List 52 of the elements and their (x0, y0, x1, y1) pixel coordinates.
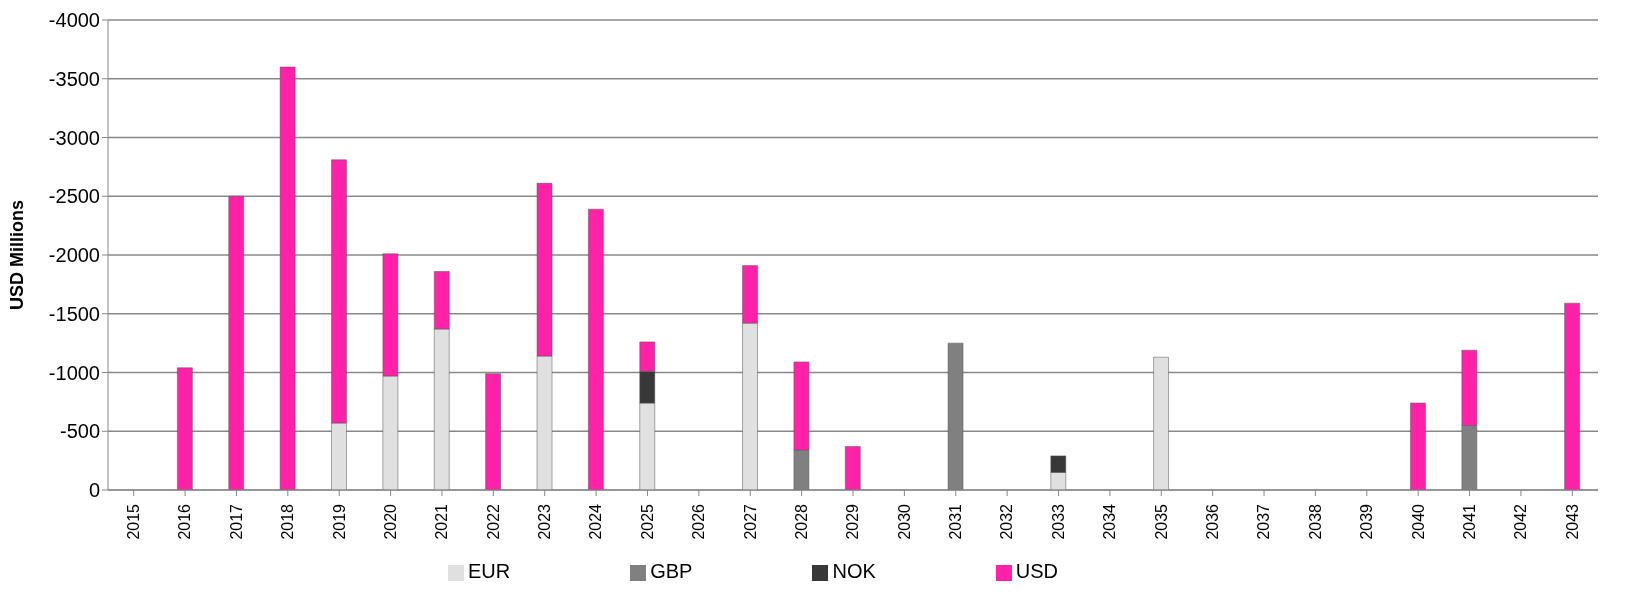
x-tick-label: 2037 (1255, 503, 1273, 540)
x-tick-label: 2035 (1152, 503, 1170, 540)
y-tick-label: -2500 (48, 185, 100, 208)
x-tick-label: 2040 (1409, 503, 1427, 540)
x-tick-label: 2034 (1101, 503, 1119, 540)
y-tick-label: -500 (59, 420, 100, 443)
x-tick-label: 2033 (1049, 503, 1067, 540)
x-tick-label: 2025 (638, 503, 656, 540)
x-tick-label: 2042 (1512, 503, 1530, 540)
x-tick-label: 2031 (947, 503, 965, 540)
y-axis-title: USD Millions (7, 199, 28, 311)
y-tick-label: -4000 (48, 9, 100, 32)
x-tick-label: 2023 (536, 503, 554, 540)
y-tick-label: 0 (88, 479, 100, 502)
x-tick-label: 2022 (484, 503, 502, 540)
bar (1564, 302, 1580, 490)
y-tick-label: -3000 (48, 126, 100, 149)
y-tick-label: -1500 (48, 302, 100, 325)
x-tick-label: 2041 (1460, 503, 1478, 540)
x-tick-label: 2028 (792, 503, 810, 540)
y-tick-label: -1000 (48, 361, 100, 384)
bar (845, 446, 861, 490)
bar (228, 196, 244, 490)
bar (485, 373, 501, 490)
bar (177, 367, 193, 490)
x-tick-label: 2020 (381, 503, 399, 540)
x-tick-label: 2039 (1358, 503, 1376, 540)
x-tick-label: 2029 (844, 503, 862, 540)
legend-label: EUR (467, 560, 511, 582)
bar (279, 66, 296, 490)
legend-label: GBP (650, 560, 693, 582)
x-tick-label: 2017 (227, 503, 245, 540)
y-tick-label: -3500 (48, 67, 100, 90)
bar (1153, 356, 1169, 490)
x-tick-label: 2038 (1306, 503, 1324, 540)
x-tick-label: 2015 (125, 503, 143, 540)
x-tick-label: 2021 (433, 503, 451, 540)
x-tick-label: 2032 (998, 503, 1016, 540)
legend-label: USD (1015, 560, 1059, 582)
x-tick-label: 2030 (895, 503, 913, 540)
legend-label: NOK (832, 560, 876, 582)
x-tick-label: 2027 (741, 503, 759, 540)
x-tick-label: 2019 (330, 503, 348, 540)
x-tick-label: 2026 (690, 503, 708, 540)
x-tick-label: 2043 (1563, 503, 1581, 540)
y-tick-label: -2000 (48, 244, 100, 267)
bar (588, 208, 604, 490)
bar (1410, 402, 1426, 490)
x-tick-label: 2036 (1204, 503, 1222, 540)
x-tick-label: 2024 (587, 503, 605, 540)
x-tick-label: 2018 (279, 503, 297, 540)
x-tick-label: 2016 (176, 503, 194, 540)
